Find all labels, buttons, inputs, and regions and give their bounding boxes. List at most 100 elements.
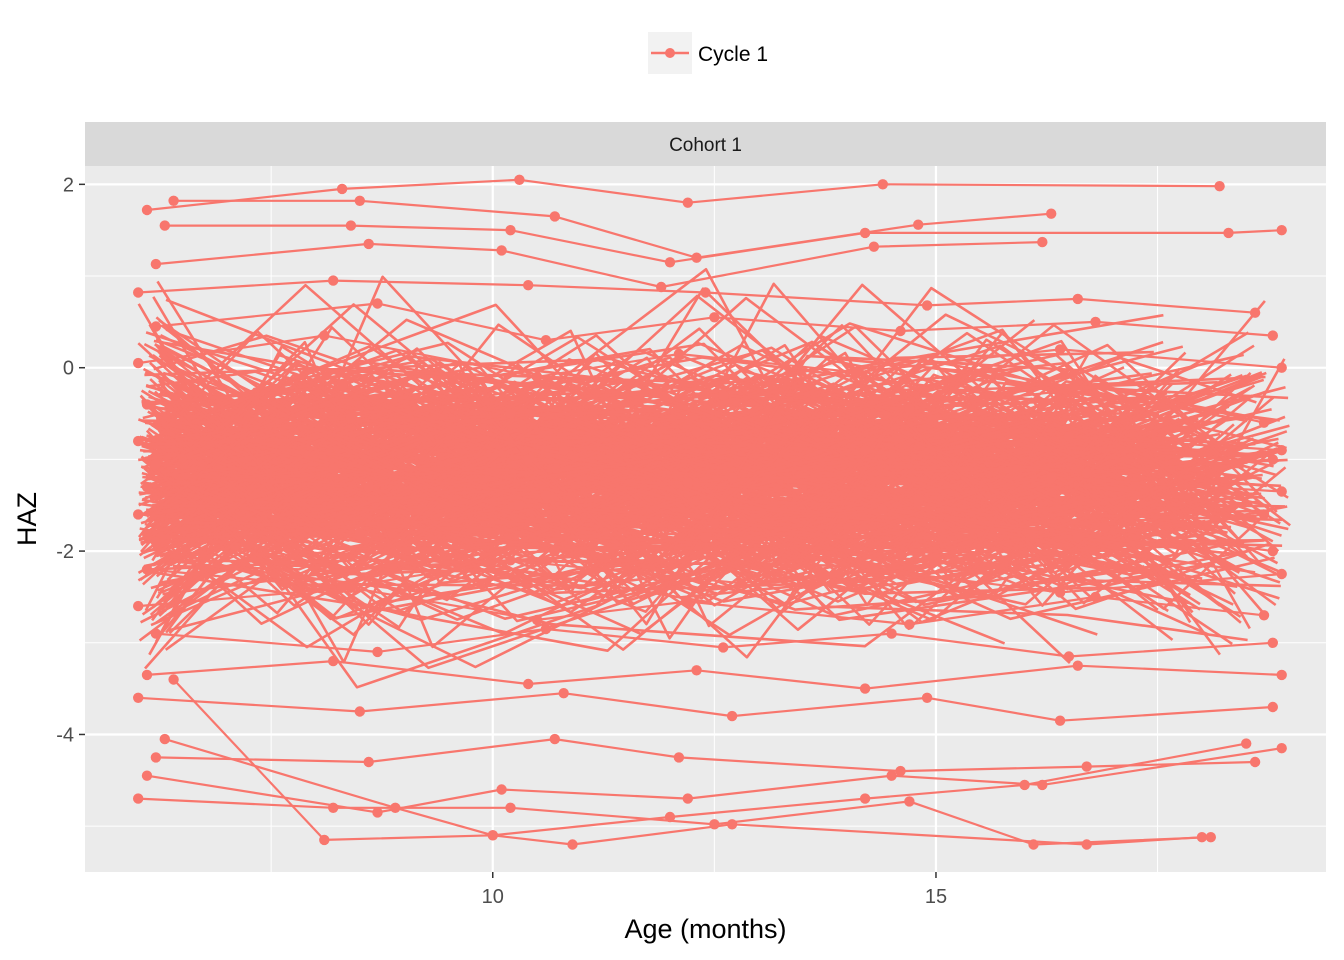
series-point <box>718 642 729 653</box>
series-point <box>1019 779 1030 791</box>
series-point <box>895 550 906 561</box>
series-point <box>709 312 720 323</box>
series-line-cloud <box>148 467 1135 637</box>
series-point <box>319 330 330 341</box>
series-point <box>859 227 871 239</box>
series-point <box>150 458 162 470</box>
series-point <box>505 408 516 419</box>
series-point <box>1072 293 1084 305</box>
x-tick-label: 10 <box>482 886 504 908</box>
series-point <box>877 504 888 515</box>
series-line-cloud <box>149 448 1097 555</box>
series-point <box>1241 738 1252 749</box>
series-trajectory <box>141 463 1287 506</box>
series-point <box>345 582 357 593</box>
series-line-cloud <box>156 367 1181 512</box>
facet-strip-background <box>85 122 1326 166</box>
series-point <box>1223 227 1234 239</box>
series-trajectory <box>141 743 1287 818</box>
series-point <box>540 623 552 635</box>
series-point <box>363 238 374 250</box>
series-line-cloud <box>149 427 1241 616</box>
series-point <box>514 174 525 185</box>
series-point <box>141 564 153 575</box>
series-point <box>895 765 906 777</box>
series-point <box>868 564 880 575</box>
series-trajectory <box>133 500 1270 543</box>
series-point <box>1099 523 1110 534</box>
series-point <box>718 390 729 401</box>
series-point <box>141 669 153 681</box>
series-point <box>141 770 153 781</box>
series-point <box>1276 568 1287 580</box>
series-point <box>150 752 162 763</box>
series-point <box>505 555 516 566</box>
x-axis-title: Age (months) <box>624 914 786 944</box>
series-point <box>1249 756 1261 768</box>
series-line-cloud <box>138 385 1221 656</box>
series-point <box>496 245 507 256</box>
series-point <box>336 380 348 392</box>
series-point <box>150 258 162 270</box>
series-line-cloud <box>171 357 1223 548</box>
series-point <box>682 596 693 607</box>
series-line-cloud <box>160 388 1068 527</box>
series-line-cloud <box>151 375 1283 535</box>
series-point <box>549 211 560 222</box>
series-line <box>173 199 1052 259</box>
series-point <box>1054 344 1066 355</box>
series-point <box>859 683 871 694</box>
series-line-cloud <box>161 345 1110 525</box>
series-line-cloud <box>139 408 1281 588</box>
series-point <box>1267 701 1279 713</box>
series-point <box>904 403 915 415</box>
series-point <box>133 509 144 520</box>
series-point <box>531 371 543 383</box>
series-point <box>1196 832 1208 843</box>
series-point <box>328 275 339 286</box>
legend-key-point <box>665 48 675 58</box>
series-point <box>141 399 153 410</box>
series-point <box>1099 380 1110 392</box>
series-point <box>1258 417 1270 428</box>
series-line-cloud <box>140 398 1198 606</box>
series-point <box>682 793 693 804</box>
series-point <box>1276 445 1287 456</box>
series-point <box>859 793 871 804</box>
series-line-cloud <box>162 477 1145 596</box>
series-point <box>691 426 702 438</box>
series-point <box>913 219 924 230</box>
series-point <box>868 241 880 252</box>
series-point <box>549 733 560 745</box>
series-point <box>1072 660 1084 671</box>
series-point <box>354 195 365 206</box>
series-line-cloud <box>147 399 1251 630</box>
series-point <box>1276 225 1287 236</box>
series-point <box>328 463 339 474</box>
series-line-cloud <box>156 353 1089 593</box>
series-point <box>921 300 933 311</box>
series-line-cloud <box>139 359 1289 549</box>
series-line-cloud <box>157 354 1207 626</box>
series-point <box>1046 472 1057 483</box>
series-point <box>1072 532 1084 543</box>
series-trajectory <box>150 236 1048 293</box>
series-point <box>354 706 365 717</box>
series-point <box>496 784 507 795</box>
legend: Cycle 1 <box>648 32 768 74</box>
series-point <box>531 614 543 626</box>
series-point <box>558 688 569 699</box>
series-point <box>133 357 144 369</box>
y-tick-label: -4 <box>56 724 74 746</box>
y-tick-label: 0 <box>63 358 74 380</box>
series-trajectory <box>133 330 1287 383</box>
series-point <box>700 532 711 543</box>
series-point <box>150 321 162 332</box>
series-point <box>664 257 676 268</box>
series-point <box>336 183 348 195</box>
series-point <box>159 733 170 745</box>
series-point <box>709 518 720 529</box>
series-point <box>886 628 897 639</box>
series-point <box>726 710 738 722</box>
series-point <box>505 802 516 813</box>
